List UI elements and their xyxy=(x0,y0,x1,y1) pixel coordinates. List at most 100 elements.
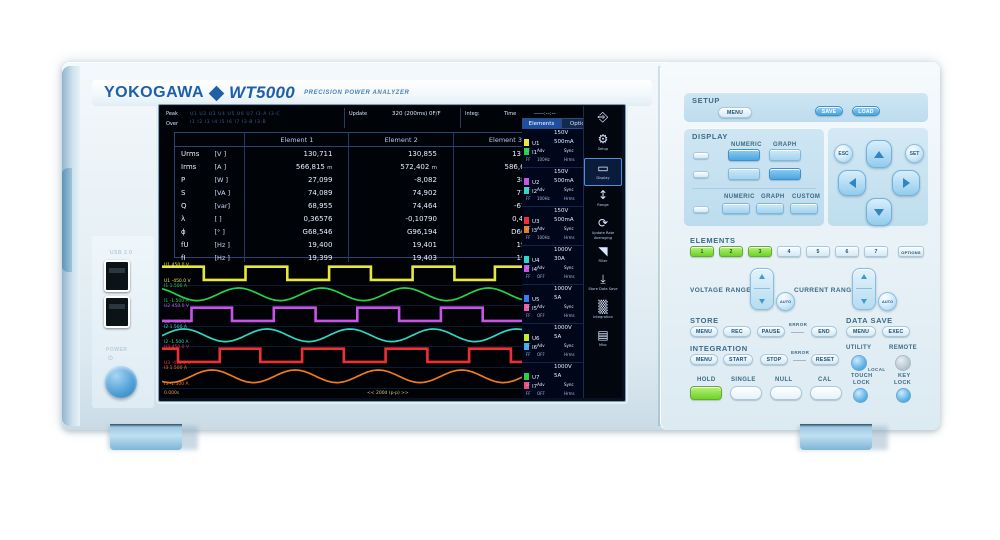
store-rec-button[interactable]: REC xyxy=(723,326,751,337)
element-entry[interactable]: U61000VI65ALFAdvSyncU6FFOFFHrms6 xyxy=(522,324,600,363)
element-button-7[interactable]: 7 xyxy=(864,246,888,257)
element-current-row: I5 5A xyxy=(524,295,600,312)
misc-icon[interactable]: ▤ Misc xyxy=(584,326,622,354)
integ-icon[interactable]: ▒ Integration xyxy=(584,298,622,326)
help-icon[interactable]: ⎆ xyxy=(597,110,609,125)
voltage-range-rocker[interactable] xyxy=(750,268,774,310)
element-button-4[interactable]: 4 xyxy=(777,246,801,257)
single-button[interactable] xyxy=(730,386,762,400)
display-graph-3-button[interactable] xyxy=(756,203,784,214)
set-button[interactable]: SET xyxy=(905,144,924,163)
voltage-range-up-icon[interactable] xyxy=(759,273,765,279)
up-arrow-button[interactable] xyxy=(866,140,892,168)
voltage-channel: U2 xyxy=(532,180,540,186)
integration-reset-button[interactable]: RESET xyxy=(811,354,839,365)
current-channel: I3 xyxy=(532,228,538,234)
voltage-color-swatch xyxy=(524,334,529,341)
integration-stop-button[interactable]: STOP xyxy=(760,354,788,365)
current-auto-button[interactable]: AUTO xyxy=(878,292,897,311)
hold-button[interactable] xyxy=(690,386,722,400)
element-button-1[interactable]: 1 xyxy=(690,246,714,257)
touch-lock-button[interactable] xyxy=(853,388,868,403)
elements-panel-tabs[interactable]: Elements Options xyxy=(522,118,600,129)
load-button[interactable]: LOAD xyxy=(852,106,880,116)
display-icon[interactable]: ▭ Display xyxy=(584,158,622,186)
voltage-range-down-icon[interactable] xyxy=(759,299,765,305)
voltage-channel: U3 xyxy=(532,219,540,225)
current-range-down-icon[interactable] xyxy=(861,299,867,305)
voltage-channel: U6 xyxy=(532,336,540,342)
display-numeric-1-button[interactable] xyxy=(728,149,760,161)
element-button-6[interactable]: 6 xyxy=(835,246,859,257)
left-arrow-button[interactable] xyxy=(838,170,866,196)
element-voltage-row: U7 1000V xyxy=(524,364,600,381)
row-unit: [Hz ] xyxy=(214,240,230,249)
power-button[interactable] xyxy=(105,366,137,398)
save-button[interactable]: SAVE xyxy=(815,106,843,116)
table-cell: 130,711 xyxy=(244,146,349,160)
display-numeric-3-button[interactable] xyxy=(722,203,750,214)
current-range-up-icon[interactable] xyxy=(861,273,867,279)
range-icon[interactable]: ↕ Range xyxy=(584,186,622,214)
voltage-color-swatch xyxy=(524,256,529,263)
display-row1-selector[interactable] xyxy=(693,152,709,159)
setup-menu-button[interactable]: MENU xyxy=(718,107,752,118)
right-arrow-button[interactable] xyxy=(892,170,920,196)
store-menu-button[interactable]: MENU xyxy=(690,326,718,337)
hrms-label: Hrms xyxy=(564,157,575,162)
integration-start-button[interactable]: START xyxy=(723,354,753,365)
table-cell: -8,082 xyxy=(348,173,454,186)
element-button-5[interactable]: 5 xyxy=(806,246,830,257)
display-numeric-2-button[interactable] xyxy=(728,168,760,180)
ff-value: OFF xyxy=(537,274,545,279)
voltage-auto-button[interactable]: AUTO xyxy=(776,292,795,311)
data-save-menu-button[interactable]: MENU xyxy=(846,326,876,337)
lcd-screen[interactable]: Peak Over U1 U2 U3 U4 U5 U6 U7 I3-A I3-C… xyxy=(160,106,622,398)
elements-options-button[interactable]: OPTIONS xyxy=(898,246,924,257)
lf-label: LF xyxy=(526,382,531,387)
row-symbol: P xyxy=(181,175,186,184)
display-graph-1-button[interactable] xyxy=(769,149,801,161)
lcd-icon-rail[interactable]: ⎆ ⚙ Setup ▭ Display ↕ Range ⟳ Update Rate Avera… xyxy=(583,106,622,398)
refresh-icon[interactable]: ⟳ Update Rate Averaging xyxy=(584,214,622,242)
store-icon[interactable]: ⤓ Store Data Save xyxy=(584,270,622,298)
remote-button[interactable] xyxy=(895,355,911,371)
cal-button[interactable] xyxy=(810,386,842,400)
element-button-2[interactable]: 2 xyxy=(719,246,743,257)
element-button-3[interactable]: 3 xyxy=(748,246,772,257)
sync-label: Sync xyxy=(564,148,574,153)
integration-menu-button[interactable]: MENU xyxy=(690,354,718,365)
integration-error-indicator xyxy=(793,360,806,361)
table-cell: 74,902 xyxy=(348,186,454,199)
tab-elements[interactable]: Elements xyxy=(522,118,561,129)
data-save-exec-button[interactable]: EXEC xyxy=(882,326,910,337)
store-pause-button[interactable]: PAUSE xyxy=(757,326,785,337)
element-current-row: I7 5A xyxy=(524,373,600,390)
lf-label: LF xyxy=(526,226,531,231)
lf-value: Adv xyxy=(537,187,545,192)
store-end-button[interactable]: END xyxy=(811,326,837,337)
voltage-range-value: 1000V xyxy=(554,325,572,331)
chevron-left-icon xyxy=(848,178,856,188)
usb-port-top[interactable] xyxy=(104,260,130,292)
null-button[interactable] xyxy=(770,386,802,400)
maker-name: YOKOGAWA xyxy=(104,84,205,101)
esc-button[interactable]: ESC xyxy=(834,144,853,163)
usb-port-bottom[interactable] xyxy=(104,296,130,328)
table-header-blank xyxy=(214,133,245,147)
integration-title: INTEGRATION xyxy=(690,344,748,353)
gear-icon[interactable]: ⚙ Setup xyxy=(584,130,622,158)
utility-button[interactable] xyxy=(851,355,867,371)
current-range-rocker[interactable] xyxy=(852,268,876,310)
key-lock-button[interactable] xyxy=(896,388,911,403)
display-row3-selector[interactable] xyxy=(693,206,709,213)
display-custom-3-button[interactable] xyxy=(790,203,818,214)
filter-icon[interactable]: ◥ Filter xyxy=(584,242,622,270)
down-arrow-button[interactable] xyxy=(866,198,892,226)
display-row2-selector[interactable] xyxy=(693,171,709,178)
voltage-range-value: 1000V xyxy=(554,364,572,370)
display-graph-2-button[interactable] xyxy=(769,168,801,180)
chassis-left-handle xyxy=(62,168,72,272)
voltage-color-swatch xyxy=(524,178,529,185)
